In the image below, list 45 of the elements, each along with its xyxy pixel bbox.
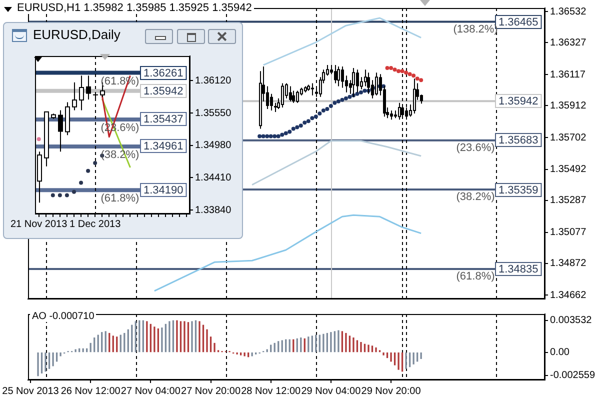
y-tick-label: -0.002559 [550,370,596,382]
x-tick-label: 27 Nov 04:00 [120,386,181,397]
x-tick-label: 29 Nov 04:00 [301,386,362,397]
x-tick-label: 27 Nov 20:00 [181,386,241,397]
ref-line-label: 1.35683 [498,134,538,147]
ref-line-label: 1.35942 [498,96,538,108]
y-tick-label: 1.35912 [550,100,587,112]
y-tick-label: 1.35550 [195,108,232,119]
y-tick-label: 1.35702 [550,132,587,144]
annotation: (138.2%) [453,23,498,36]
y-tick-label: 1.34980 [195,140,232,152]
chart-title: EURUSD,Daily [33,27,120,42]
annotation: (61.8%) [456,270,495,283]
y-tick-label: 1.34662 [550,290,587,301]
ref-line-label: 1.35437 [144,114,184,126]
annotation: (38.2%) [456,191,495,204]
y-tick-label: 1.36532 [550,6,587,18]
y-tick-label: 1.35287 [550,195,587,206]
x-tick-label: 21 Nov 2013 [10,218,68,230]
annotation: (61.8%) [100,192,140,205]
annotation: (23.6%) [456,142,495,154]
chart-title: EURUSD,H1 1.35982 1.35985 1.35925 1.35942 [15,2,254,14]
y-tick-label: 1.33840 [195,204,232,216]
ref-line-label: 1.36465 [498,16,538,29]
x-tick-label: 28 Nov 12:00 [241,386,302,397]
y-tick-label: 0.00 [550,347,570,358]
y-tick-label: 1.35077 [550,227,587,238]
y-tick-label: 1.36117 [550,69,586,80]
ref-line-label: 1.35359 [498,184,538,197]
x-tick-label: 29 Nov 20:00 [361,386,422,397]
ref-line-label: 1.34835 [498,264,538,276]
y-tick-label: 1.35492 [550,164,587,176]
ref-line-label: 1.36261 [144,68,184,80]
y-tick-label: 1.34872 [550,258,587,270]
x-tick-label: 25 Nov 2013 [2,386,60,397]
y-tick-label: 0.003532 [550,315,592,326]
y-tick-label: 1.36327 [550,37,587,48]
y-tick-label: 1.34410 [195,172,232,184]
y-tick-label: 1.36120 [195,75,232,86]
ref-line-label: 1.35942 [144,86,184,98]
x-tick-label: 1 Dec 2013 [70,218,122,230]
ref-line-label: 1.34961 [144,140,184,153]
chart-title: AO -0.000710 [30,311,96,322]
ref-line-label: 1.34190 [144,184,184,197]
x-tick-label: 26 Nov 12:00 [60,386,121,397]
